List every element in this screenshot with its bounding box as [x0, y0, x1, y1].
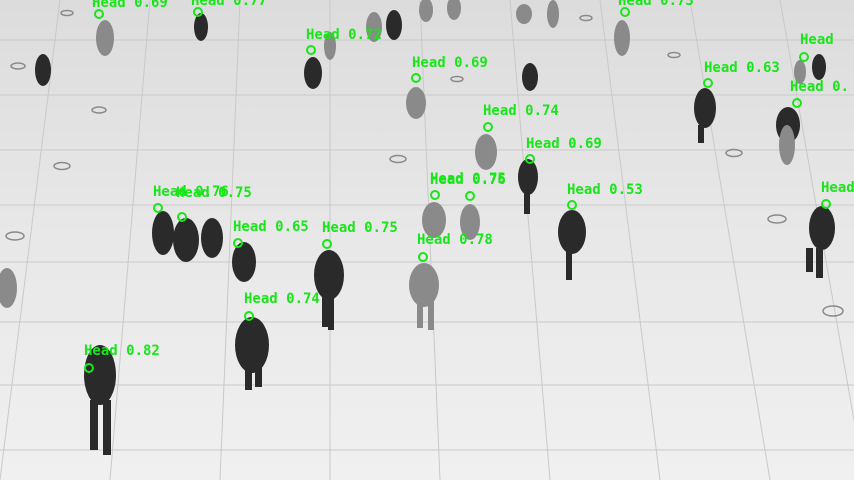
- detection-ring: [233, 238, 243, 248]
- detection-label: Head 0.76: [430, 172, 506, 188]
- detection-ring: [799, 52, 809, 62]
- pedestrians: [0, 0, 835, 455]
- detection-ring: [483, 122, 493, 132]
- detection-ring: [821, 199, 831, 209]
- detection-label: Head 0.69: [526, 136, 602, 152]
- detection-label: Head 0.73: [618, 0, 694, 9]
- detection-label: Head 0.63: [704, 60, 780, 76]
- detection-ring: [567, 200, 577, 210]
- detection-ring: [792, 98, 802, 108]
- detection-ring: [411, 73, 421, 83]
- detection-label: Head 0.74: [483, 103, 559, 119]
- detection-label: Head 0.: [790, 79, 850, 95]
- detection-ring: [193, 7, 203, 17]
- detection-label: Head 0.75: [322, 220, 398, 236]
- detection-label: Head 0.69: [92, 0, 168, 11]
- detection-label: Head: [800, 32, 834, 48]
- detection-label: Head 0.53: [567, 182, 643, 198]
- detection-label: Head 0.75: [176, 185, 252, 201]
- detection-label: Head 0.65: [233, 219, 309, 235]
- detection-ring: [244, 311, 254, 321]
- detection-ring: [430, 190, 440, 200]
- detection-label: Head 0.77: [191, 0, 267, 9]
- detection-label: Head 0.75: [430, 171, 506, 187]
- detection-label: Head: [821, 180, 854, 196]
- detection-ring: [177, 212, 187, 222]
- detection-label: Head 0.74: [244, 291, 320, 307]
- detection-ring: [84, 363, 94, 373]
- detection-ring: [703, 78, 713, 88]
- detection-ring: [153, 203, 163, 213]
- detection-ring: [322, 239, 332, 249]
- detection-ring: [306, 45, 316, 55]
- detection-ring: [418, 252, 428, 262]
- detection-ring: [465, 191, 475, 201]
- detection-label: Head 0.78: [417, 232, 493, 248]
- floor-drains: [5, 9, 844, 317]
- detection-label: Head 0.82: [84, 343, 160, 359]
- detection-ring: [620, 7, 630, 17]
- detection-label: Head 0.72: [306, 27, 382, 43]
- detection-label: Head 0.69: [412, 55, 488, 71]
- detection-label: Head 0.76: [153, 184, 229, 200]
- detection-ring: [94, 9, 104, 19]
- detection-ring: [525, 154, 535, 164]
